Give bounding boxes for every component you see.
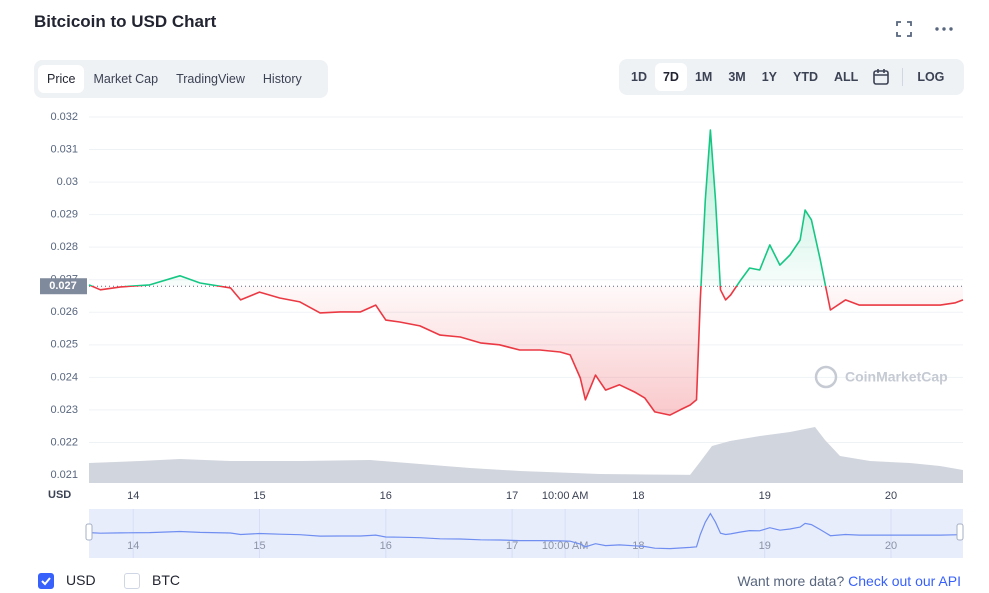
price-line xyxy=(88,129,964,416)
y-tick-label: 0.024 xyxy=(50,371,78,383)
range-button[interactable]: ALL xyxy=(834,70,859,84)
currency-label: USD xyxy=(66,572,96,588)
title: Bitcicoin to USD Chart xyxy=(34,12,217,31)
log-button[interactable]: LOG xyxy=(917,70,945,84)
y-tick-label: 0.026 xyxy=(50,306,78,318)
checkbox[interactable] xyxy=(38,573,54,590)
currency-label: BTC xyxy=(152,572,180,588)
y-tick-label: 0.021 xyxy=(50,469,78,481)
range-group: 1D 7D 1M 3M 1Y YTD ALL LOG xyxy=(619,59,964,95)
navigator-tick-label: 14 xyxy=(127,540,139,552)
range-button[interactable]: 3M xyxy=(728,70,746,84)
range-button[interactable]: 1Y xyxy=(761,70,778,84)
x-tick-label: 20 xyxy=(885,490,897,502)
y-tick-label: 0.03 xyxy=(57,176,78,188)
fullscreen-icon[interactable] xyxy=(895,20,913,38)
separator xyxy=(902,68,904,86)
currency-toggle[interactable]: USD xyxy=(38,572,96,590)
baseline-label: 0.027 xyxy=(49,280,77,292)
x-tick-label: 19 xyxy=(759,490,771,502)
tab[interactable]: Market Cap xyxy=(93,72,159,86)
range-button[interactable]: YTD xyxy=(793,70,819,84)
x-tick-label: 16 xyxy=(380,490,392,502)
navigator-tick-label: 19 xyxy=(759,540,771,552)
y-tick-label: 0.032 xyxy=(50,111,78,123)
price-area xyxy=(89,130,963,416)
x-tick-label: 10:00 AM xyxy=(542,490,588,502)
y-tick-label: 0.029 xyxy=(50,209,78,221)
navigator-line xyxy=(88,512,964,550)
navigator[interactable] xyxy=(89,509,963,558)
range-button[interactable]: 1D xyxy=(631,70,647,84)
api-prompt: Want more data? Check out our API xyxy=(737,573,961,589)
checkbox[interactable] xyxy=(124,573,140,590)
watermark-logo xyxy=(814,365,838,389)
range-button[interactable]: 7D xyxy=(654,63,687,91)
watermark: CoinMarketCap xyxy=(845,369,948,385)
navigator-handle[interactable] xyxy=(85,523,93,541)
api-link[interactable]: Check out our API xyxy=(848,573,961,589)
navigator-tick-label: 17 xyxy=(506,540,518,552)
baseline-label-box xyxy=(40,278,87,295)
chart: 0.021 0.022 0.023 0.024 0.025 0.026 0.027 0.028… xyxy=(40,111,964,558)
navigator-tick-label: 20 xyxy=(885,540,897,552)
tab-group: Price Market Cap TradingView History xyxy=(34,60,328,98)
more-icon[interactable] xyxy=(934,22,954,36)
axis-unit: USD xyxy=(48,489,71,501)
calendar-icon[interactable] xyxy=(866,68,896,86)
x-tick-label: 17 xyxy=(506,490,518,502)
prompt-text: Want more data? xyxy=(737,573,845,589)
y-tick-label: 0.028 xyxy=(50,241,78,253)
y-tick-label: 0.023 xyxy=(50,404,78,416)
tab[interactable]: History xyxy=(262,72,302,86)
x-tick-label: 14 xyxy=(127,490,139,502)
navigator-handle[interactable] xyxy=(956,523,964,541)
volume-area xyxy=(89,427,963,483)
x-tick-label: 18 xyxy=(632,490,644,502)
navigator-tick-label: 16 xyxy=(380,540,392,552)
navigator-tick-label: 10:00 AM xyxy=(542,540,588,552)
navigator-tick-label: 15 xyxy=(253,540,265,552)
currency-toggle[interactable]: BTC xyxy=(124,572,180,590)
x-tick-label: 15 xyxy=(253,490,265,502)
tab[interactable]: Price xyxy=(38,65,85,93)
y-tick-label: 0.022 xyxy=(50,436,78,448)
y-tick-label: 0.031 xyxy=(50,143,78,155)
tab[interactable]: TradingView xyxy=(176,72,245,86)
range-button[interactable]: 1M xyxy=(694,70,713,84)
y-tick-label: 0.025 xyxy=(50,339,78,351)
